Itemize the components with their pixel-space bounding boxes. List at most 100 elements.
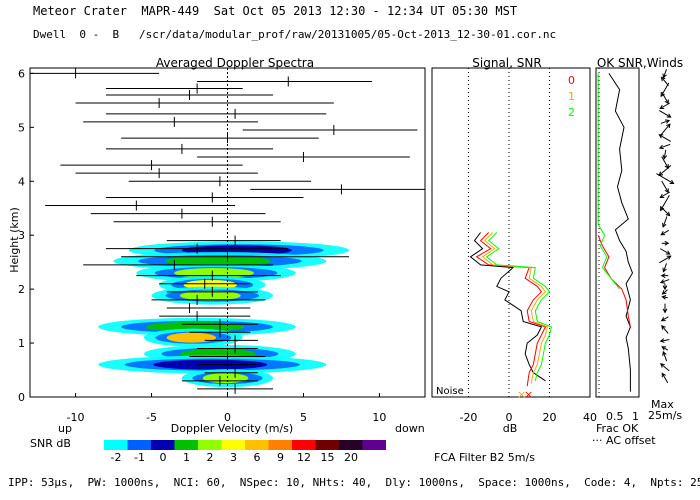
snr-line-snr-2: [485, 232, 553, 381]
spectral-points: [30, 68, 425, 394]
wind-arrow-shaft: [661, 180, 669, 193]
wind-arrow-shaft: [659, 205, 671, 216]
ok-tick-one: 1: [632, 410, 639, 423]
colorbar-swatch: [104, 440, 128, 450]
wind-arrow-head: [660, 231, 666, 236]
wind-arrow-shaft: [659, 191, 671, 198]
fca-filter-label: FCA Filter B2 5m/s: [434, 451, 535, 464]
snr-xlabel: dB: [503, 422, 518, 435]
wind-arrow-head: [661, 324, 666, 330]
x-tick-label: 5: [300, 411, 307, 424]
colorbar-swatch: [339, 440, 363, 450]
wind-arrow-head: [666, 123, 671, 129]
colorbar-tick: 12: [297, 451, 311, 464]
colorbar-tick: 0: [160, 451, 167, 464]
colorbar-tick: 20: [344, 451, 358, 464]
wind-arrow-head: [659, 104, 665, 110]
wind-arrow-head: [664, 240, 670, 246]
wind-arrow-head: [661, 346, 667, 351]
wind-arrow-shaft: [659, 123, 671, 137]
y-tick-label: 0: [18, 391, 25, 404]
wind-arrows: [656, 69, 675, 384]
wind-arrow-head: [662, 285, 668, 291]
snr-gridlines: [467, 68, 550, 397]
footer-params: IPP: 53μs, PW: 1000ns, NCI: 60, NSpec: 1…: [8, 476, 700, 489]
wind-arrow-head: [666, 255, 672, 260]
snr-x-ticks: -20 0 20 40: [459, 411, 597, 424]
wind-arrow-shaft: [662, 351, 668, 362]
wind-arrow-shaft: [660, 119, 670, 124]
ok-line-ok-2: [597, 73, 620, 290]
colorbar-label: SNR dB: [30, 437, 71, 450]
y-tick-label: 4: [18, 175, 25, 188]
wind-arrow-shaft: [660, 339, 670, 342]
spectral-layer-core: [166, 332, 217, 343]
down-label: down: [395, 422, 425, 435]
colorbar-tick: 1: [183, 451, 190, 464]
wind-arrow-shaft: [661, 373, 669, 384]
ok-tick-half: 0.5: [606, 410, 624, 423]
ok-series: [597, 68, 634, 397]
snr-line-signal: [469, 232, 546, 382]
colorbar-tick: 9: [277, 451, 284, 464]
wind-arrow-head: [669, 179, 675, 185]
up-label: up: [58, 422, 72, 435]
wind-arrow-head: [665, 211, 671, 217]
wind-arrow-shaft: [661, 316, 669, 322]
spectra-title: Averaged Doppler Spectra: [156, 56, 314, 70]
y-tick-label: 6: [18, 67, 25, 80]
noise-marker-0: ×: [524, 388, 533, 401]
wind-arrow-head: [659, 338, 665, 343]
frac-ok-label: Frac OK: [596, 422, 639, 435]
colorbar-swatch: [362, 440, 386, 450]
colorbar-tick: -1: [134, 451, 145, 464]
spectral-layer-core: [164, 256, 272, 267]
spectra-y-ticks: 0 1 2 3 4 5 6: [18, 67, 34, 404]
colorbar-swatch: [151, 440, 175, 450]
spectra-x-ticks: -10 -5 0 5 10: [67, 393, 386, 424]
colorbar-tick: 6: [254, 451, 261, 464]
spectral-layer-core: [179, 290, 241, 301]
spectra-panel: -10 -5 0 5 10 0 1 2 3 4 5 6 Averaged Doppler Spect…: [8, 56, 426, 435]
header-title: Meteor Crater MAPR-449 Sat Oct 05 2013 1…: [33, 4, 518, 18]
wind-arrow-shaft: [662, 289, 668, 295]
channel-2-label: 2: [568, 106, 575, 119]
spectra-xlabel: Doppler Velocity (m/s): [171, 422, 293, 435]
spectral-layer-core: [202, 373, 249, 384]
wind-arrow-shaft: [658, 165, 672, 176]
wind-arrow-head: [666, 113, 672, 118]
colorbar-swatch: [245, 440, 269, 450]
colorbar-swatch: [127, 440, 151, 450]
x-tick-label: 0: [224, 411, 231, 424]
colorbar-swatch: [268, 440, 292, 450]
wind-arrow-shaft: [661, 91, 669, 104]
wind-arrow-head: [662, 154, 668, 160]
wind-arrow-head: [658, 144, 664, 150]
noise-label: Noise: [436, 386, 464, 397]
y-tick-label: 5: [18, 121, 25, 134]
colorbar-tick: 15: [321, 451, 335, 464]
noise-marker-1: ×: [517, 388, 526, 401]
wind-arrow-head: [660, 76, 666, 82]
colorbar-tick: 2: [207, 451, 214, 464]
wind-arrow-shaft: [659, 134, 671, 142]
channel-1-label: 1: [568, 90, 575, 103]
wind-arrow-shaft: [663, 149, 667, 159]
wind-arrow-head: [662, 308, 668, 314]
wind-arrow-head: [662, 350, 667, 356]
wind-arrow-shaft: [661, 76, 669, 87]
wind-arrow-head: [660, 317, 666, 322]
y-tick-label: 3: [18, 229, 25, 242]
ac-offset-label: ··· AC offset: [592, 434, 656, 447]
wind-arrow-head: [662, 267, 667, 273]
wind-arrow-shaft: [656, 173, 674, 184]
wind-arrow-shaft: [659, 102, 671, 109]
wind-arrow-shaft: [663, 69, 667, 78]
wind-arrow-head: [659, 363, 665, 368]
colorbar-swatches: [104, 440, 386, 450]
spectra-ylabel: Height (km): [8, 207, 21, 273]
x-tick-label: 10: [372, 411, 386, 424]
channel-0-label: 0: [568, 74, 575, 87]
winds-title: OK SNR,Winds: [597, 56, 683, 70]
